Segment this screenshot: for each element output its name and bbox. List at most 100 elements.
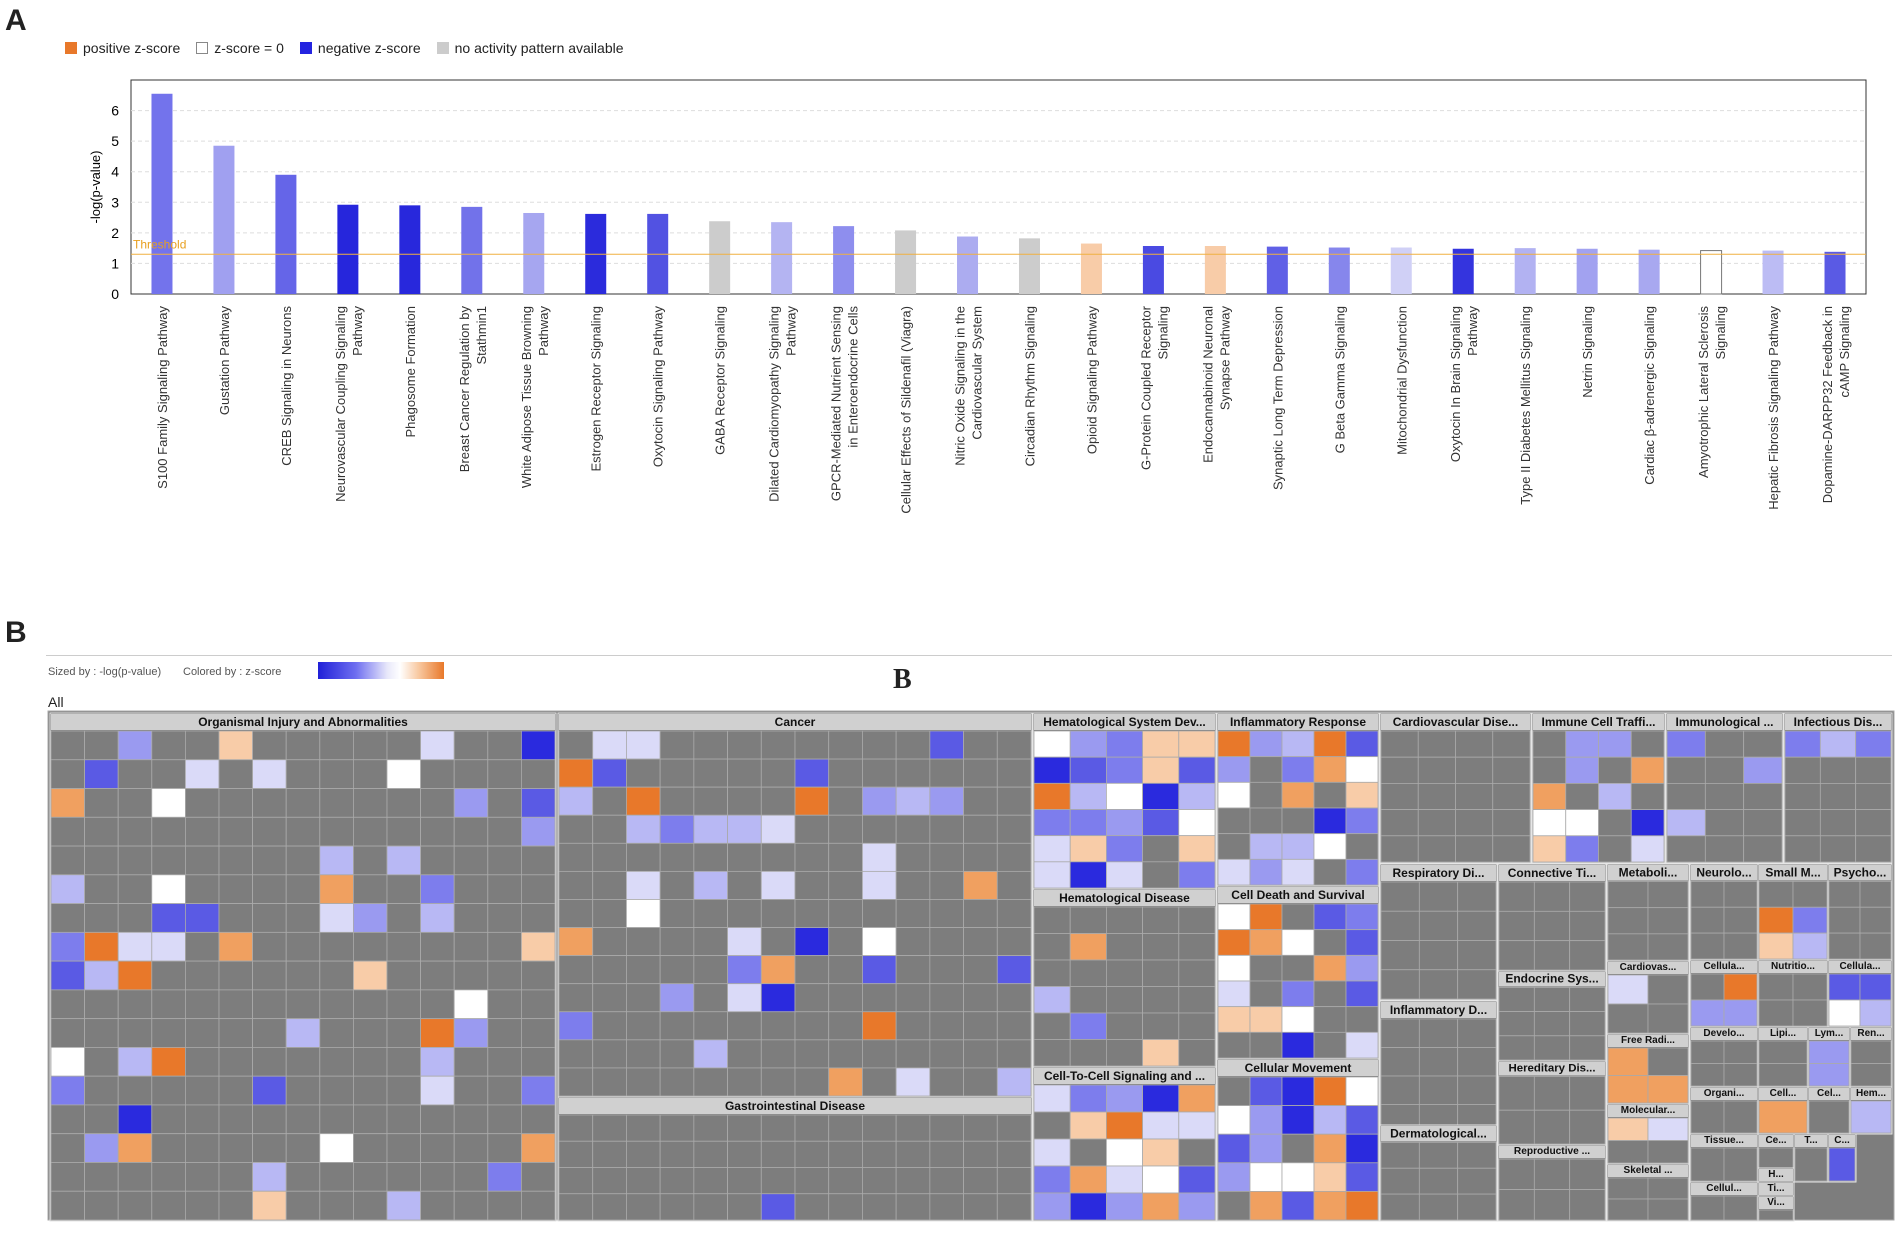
treemap-tile[interactable] — [996, 786, 1032, 816]
treemap-tile[interactable] — [996, 814, 1032, 844]
treemap-tile[interactable] — [794, 758, 830, 788]
treemap-tile[interactable] — [727, 1167, 762, 1195]
treemap-tile[interactable] — [626, 758, 661, 788]
treemap-tile[interactable] — [117, 845, 153, 876]
treemap-tile[interactable] — [760, 1011, 796, 1041]
treemap-tile[interactable] — [794, 983, 830, 1013]
treemap-tile[interactable] — [895, 1067, 931, 1097]
treemap-tile[interactable] — [184, 816, 220, 847]
treemap-tile[interactable] — [1313, 1006, 1347, 1033]
treemap-tile[interactable] — [487, 1133, 522, 1163]
treemap-tile[interactable] — [1217, 1076, 1251, 1107]
bar[interactable] — [1700, 250, 1723, 295]
treemap-tile[interactable] — [794, 1039, 830, 1069]
treemap-tile[interactable] — [1690, 1147, 1725, 1182]
treemap-tile[interactable] — [252, 816, 287, 847]
treemap-tile[interactable] — [592, 1011, 627, 1041]
treemap-tile[interactable] — [1069, 782, 1107, 810]
treemap-tile[interactable] — [558, 730, 594, 760]
treemap-tile[interactable] — [1758, 973, 1794, 1001]
treemap-tile[interactable] — [285, 1190, 321, 1221]
treemap-tile[interactable] — [1178, 933, 1216, 961]
treemap-tile[interactable] — [352, 816, 388, 847]
treemap-tile[interactable] — [1855, 835, 1892, 863]
treemap-tile[interactable] — [1069, 1084, 1107, 1113]
treemap-tile[interactable] — [693, 1167, 728, 1195]
bar[interactable] — [833, 226, 855, 294]
treemap-tile[interactable] — [521, 759, 556, 789]
treemap-tile[interactable] — [1106, 959, 1144, 987]
treemap-tile[interactable] — [319, 960, 354, 991]
treemap-tile[interactable] — [1417, 756, 1456, 784]
treemap-tile[interactable] — [760, 1140, 796, 1168]
treemap-tile[interactable] — [693, 1039, 728, 1069]
treemap-tile[interactable] — [1758, 999, 1794, 1027]
treemap-tile[interactable] — [693, 899, 728, 928]
treemap-tile[interactable] — [760, 1114, 796, 1142]
treemap-tile[interactable] — [1142, 959, 1180, 987]
treemap-tile[interactable] — [1455, 730, 1494, 758]
treemap-tile[interactable] — [1498, 1076, 1535, 1111]
treemap-tile[interactable] — [1666, 809, 1706, 837]
treemap-tile[interactable] — [1758, 1063, 1808, 1087]
treemap-tile[interactable] — [929, 927, 964, 957]
treemap-tile[interactable] — [1033, 782, 1071, 810]
treemap-tile[interactable] — [521, 874, 556, 904]
treemap-tile[interactable] — [727, 927, 762, 957]
treemap-tile[interactable] — [84, 1018, 119, 1048]
treemap-tile[interactable] — [1457, 940, 1497, 971]
treemap-tile[interactable] — [285, 730, 321, 761]
treemap-tile[interactable] — [1704, 730, 1745, 758]
treemap-tile[interactable] — [828, 1193, 863, 1221]
treemap-tile[interactable] — [1106, 1012, 1144, 1040]
treemap-tile[interactable] — [1217, 781, 1251, 809]
treemap-tile[interactable] — [1217, 1191, 1251, 1221]
treemap-tile[interactable] — [352, 1018, 388, 1048]
treemap-tile[interactable] — [1106, 756, 1144, 784]
treemap-tile[interactable] — [453, 845, 489, 876]
treemap-tile[interactable] — [1178, 959, 1216, 987]
treemap-tile[interactable] — [1069, 959, 1107, 987]
treemap-tile[interactable] — [1069, 1039, 1107, 1067]
treemap-tile[interactable] — [521, 1075, 556, 1106]
treemap-tile[interactable] — [1106, 1192, 1144, 1221]
treemap-tile[interactable] — [895, 842, 931, 872]
treemap-tile[interactable] — [117, 1047, 153, 1077]
treemap-tile[interactable] — [1647, 1198, 1689, 1221]
treemap-tile[interactable] — [1819, 730, 1857, 758]
bar[interactable] — [1452, 248, 1474, 294]
bar[interactable] — [275, 174, 297, 294]
bar[interactable] — [1576, 248, 1598, 294]
treemap-tile[interactable] — [1758, 1209, 1794, 1221]
treemap-tile[interactable] — [760, 786, 796, 816]
treemap-tile[interactable] — [963, 899, 998, 928]
treemap-tile[interactable] — [252, 1190, 287, 1221]
treemap-tile[interactable] — [184, 1104, 220, 1135]
treemap-tile[interactable] — [1249, 1105, 1283, 1135]
treemap-tile[interactable] — [50, 1133, 85, 1163]
treemap-tile[interactable] — [521, 1104, 556, 1135]
treemap-tile[interactable] — [1217, 1133, 1251, 1164]
treemap-tile[interactable] — [521, 845, 556, 876]
treemap-tile[interactable] — [1828, 906, 1861, 934]
treemap-tile[interactable] — [1498, 1035, 1535, 1061]
treemap-tile[interactable] — [1313, 807, 1347, 835]
treemap-tile[interactable] — [1418, 1167, 1459, 1195]
treemap-tile[interactable] — [285, 816, 321, 847]
treemap-tile[interactable] — [117, 1190, 153, 1221]
treemap-tile[interactable] — [996, 955, 1032, 985]
treemap-tile[interactable] — [84, 1075, 119, 1106]
treemap-tile[interactable] — [1069, 861, 1107, 889]
treemap-tile[interactable] — [1033, 906, 1071, 934]
treemap-tile[interactable] — [1313, 1031, 1347, 1059]
treemap-tile[interactable] — [895, 814, 931, 844]
treemap-tile[interactable] — [1784, 835, 1821, 863]
treemap-tile[interactable] — [659, 955, 695, 985]
treemap-tile[interactable] — [1217, 756, 1251, 783]
treemap-tile[interactable] — [184, 989, 220, 1020]
treemap-tile[interactable] — [727, 1140, 762, 1168]
treemap-tile[interactable] — [252, 874, 287, 904]
treemap-tile[interactable] — [252, 1018, 287, 1048]
treemap-tile[interactable] — [760, 758, 796, 788]
treemap-tile[interactable] — [1380, 1075, 1420, 1105]
